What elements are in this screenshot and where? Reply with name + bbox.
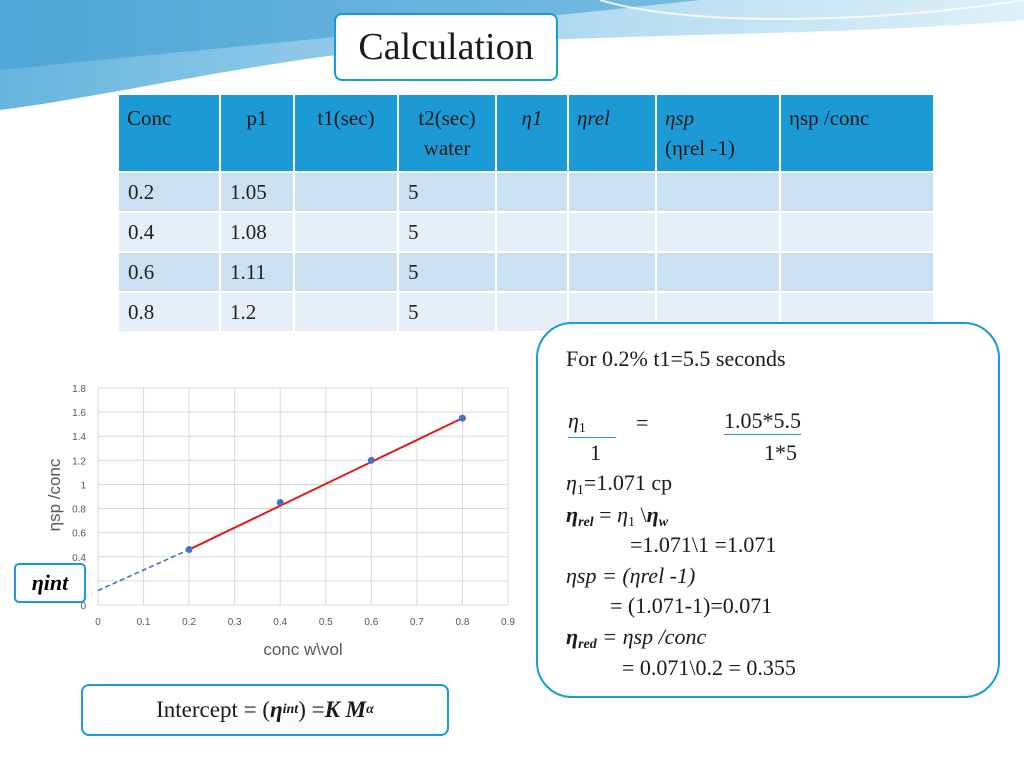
y-tick-label: 1.6 [72, 408, 86, 419]
header-p1: p1 [219, 93, 295, 173]
calc-fraction-denominator: 1*5 [764, 440, 797, 465]
y-tick-label: 1.8 [72, 384, 86, 395]
header-t1: t1(sec) [293, 93, 399, 173]
fit-line [188, 417, 463, 551]
extrapolation-line [97, 548, 190, 592]
calculation-box: For 0.2% t1=5.5 seconds η1 = 1.05*5.5 1 … [536, 322, 1000, 698]
y-tick-label: 1 [80, 480, 86, 491]
x-tick-label: 0.3 [228, 617, 242, 628]
eta-rel-definition: ηrel = η1 \ηw [566, 502, 669, 530]
calc-fraction-one: 1 [590, 440, 601, 465]
x-tick-labels: 0 0.1 0.2 0.3 0.4 0.5 0.6 0.7 0.8 0.9 [95, 617, 515, 628]
y-tick-label: 0 [80, 601, 86, 612]
data-point [458, 414, 466, 422]
x-tick-label: 0.6 [364, 617, 378, 628]
table-row: 0.6 1.11 5 [117, 251, 935, 293]
y-tick-label: 0.6 [72, 529, 86, 540]
eta-red-definition: ηred = ηsp /conc [566, 624, 707, 652]
header-eta-sp: ηsp (ηrel -1) [655, 93, 781, 173]
reduced-viscosity-chart: 0 0.2 0.4 0.6 0.8 1 1.2 1.4 1.6 1.8 0 0.1 0.2 0.3 0.4… [45, 384, 515, 659]
header-eta1: η1 [495, 93, 569, 173]
y-tick-labels: 00.20.40.60.811.21.41.61.8 [72, 384, 86, 612]
x-axis-label: conc w\vol [263, 640, 342, 659]
y-tick-label: 0.8 [72, 505, 86, 516]
x-tick-label: 0.5 [319, 617, 333, 628]
eta-sp-definition: ηsp = (ηrel -1) [566, 563, 696, 588]
chart-grid [97, 387, 509, 606]
header-t2: t2(sec) water [397, 93, 497, 173]
y-axis-label: ηsp /conc [45, 458, 64, 531]
calc-intro: For 0.2% t1=5.5 seconds [566, 346, 786, 371]
header-eta-sp-conc: ηsp /conc [779, 93, 935, 173]
x-tick-label: 0 [95, 617, 101, 628]
data-point [185, 546, 193, 554]
x-tick-label: 0.9 [501, 617, 515, 628]
viscosity-table: Conc p1 t1(sec) t2(sec) water η1 ηrel ηsp… [117, 93, 935, 333]
data-point [276, 499, 284, 507]
calc-fraction-numerator: 1.05*5.5 [724, 408, 801, 435]
y-tick-label: 1.4 [72, 432, 86, 443]
x-tick-label: 0.1 [137, 617, 151, 628]
eta1-result: η1=1.071 cp [566, 470, 673, 498]
x-tick-label: 0.2 [182, 617, 196, 628]
y-tick-label: 1.2 [72, 456, 86, 467]
eta-sp-value: = (1.071-1)=0.071 [610, 593, 773, 618]
y-tick-label: 0.4 [72, 553, 86, 564]
x-tick-label: 0.7 [410, 617, 424, 628]
eta-rel-value: =1.071\1 =1.071 [630, 532, 777, 557]
table-row: 0.4 1.08 5 [117, 211, 935, 253]
calc-equals: = [636, 410, 649, 435]
table-row: 0.2 1.05 5 [117, 171, 935, 213]
x-tick-label: 0.4 [273, 617, 287, 628]
x-tick-label: 0.8 [455, 617, 469, 628]
eta-red-value: = 0.071\0.2 = 0.355 [622, 655, 796, 680]
header-conc: Conc [117, 93, 221, 173]
data-point [367, 456, 375, 464]
header-eta-rel: ηrel [567, 93, 657, 173]
slide-title: Calculation [334, 13, 558, 81]
eta-int-label: ηint [14, 563, 86, 603]
eta1-fraction: η1 [568, 408, 616, 438]
data-points [185, 414, 466, 554]
